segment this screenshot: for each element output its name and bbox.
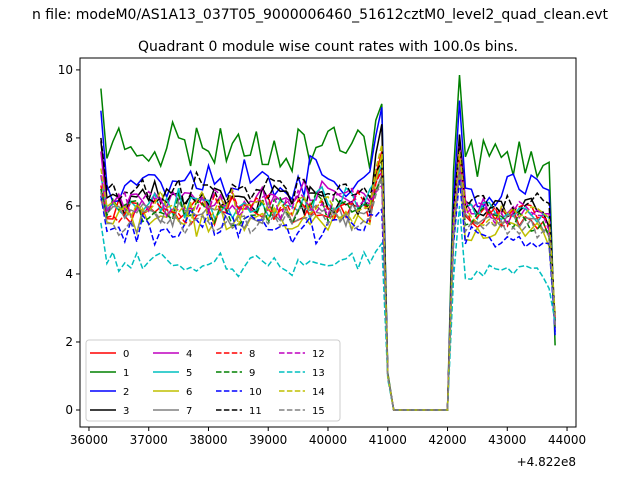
x-tick-label: 44000 — [548, 433, 586, 447]
x-axis: 36000 37000 38000 39000 40000 41000 42000 43000… — [70, 427, 586, 447]
y-tick-label: 6 — [65, 199, 73, 213]
legend-label: 4 — [186, 349, 192, 360]
series-line-15 — [100, 165, 556, 411]
series-line-11 — [100, 137, 556, 411]
series-line-9 — [100, 165, 556, 411]
legend-label: 12 — [312, 349, 325, 360]
series-line-2 — [100, 100, 556, 411]
legend-label: 15 — [312, 406, 325, 417]
x-tick-label: 37000 — [130, 433, 168, 447]
series-line-5 — [100, 161, 556, 411]
x-tick-label: 38000 — [189, 433, 227, 447]
chart-title: Quadrant 0 module wise count rates with … — [138, 39, 518, 55]
legend-label: 3 — [123, 406, 129, 417]
y-tick-label: 10 — [58, 63, 73, 77]
legend-label: 8 — [249, 349, 255, 360]
legend-label: 13 — [312, 368, 325, 379]
legend-label: 2 — [123, 387, 129, 398]
y-tick-label: 0 — [65, 403, 73, 417]
legend-label: 0 — [123, 349, 129, 360]
legend-label: 6 — [186, 387, 192, 398]
y-tick-label: 2 — [65, 335, 73, 349]
legend-label: 1 — [123, 368, 129, 379]
legend-label: 7 — [186, 406, 192, 417]
x-axis-offset-label: +4.822e8 — [517, 455, 576, 469]
legend-label: 11 — [249, 406, 262, 417]
series-line-1 — [100, 74, 556, 411]
series-line-14 — [100, 144, 556, 411]
x-tick-label: 42000 — [428, 433, 466, 447]
y-axis: 0 2 4 6 8 10 — [58, 63, 80, 417]
x-tick-label: 40000 — [309, 433, 347, 447]
x-tick-label: 41000 — [369, 433, 407, 447]
legend-label: 9 — [249, 368, 255, 379]
y-tick-label: 8 — [65, 131, 73, 145]
legend-label: 5 — [186, 368, 192, 379]
x-tick-label: 36000 — [70, 433, 108, 447]
series-line-8 — [100, 154, 556, 411]
legend-label: 10 — [249, 387, 262, 398]
legend-label: 14 — [312, 387, 325, 398]
figure-suptitle: n file: modeM0/AS1A13_037T05_9000006460_… — [32, 7, 609, 23]
series-line-13 — [100, 205, 556, 411]
legend-box — [85, 339, 341, 422]
plot-series — [100, 74, 556, 411]
x-tick-label: 43000 — [488, 433, 526, 447]
y-tick-label: 4 — [65, 267, 73, 281]
x-tick-label: 39000 — [249, 433, 287, 447]
